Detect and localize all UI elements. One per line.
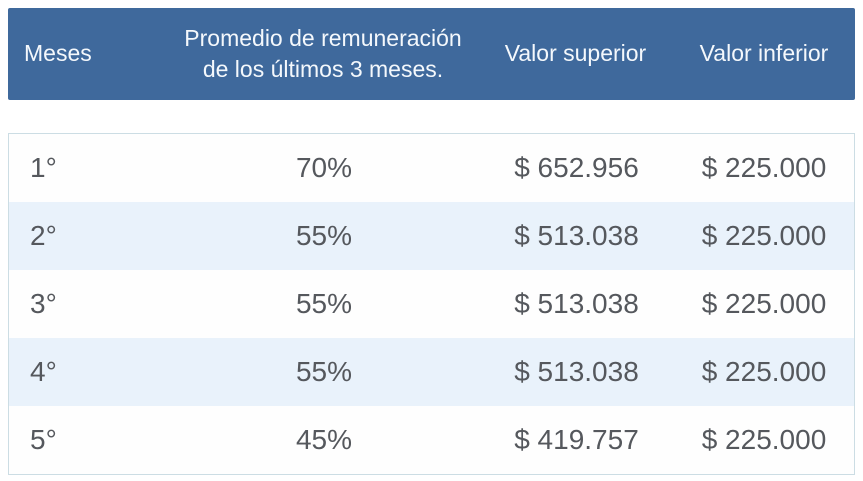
table-row-mes-2: 2° 55% $ 513.038 $ 225.000 — [9, 202, 854, 270]
header-valor-inferior: Valor inferior — [699, 40, 829, 67]
cell-valor-superior: $ 513.038 — [514, 220, 639, 251]
cell-valor-inferior: $ 225.000 — [701, 356, 827, 387]
cell-mes: 5° — [30, 424, 57, 455]
cell-mes: 3° — [30, 288, 57, 319]
header-promedio-line1: Promedio de remuneración — [184, 24, 462, 51]
cell-valor-inferior: $ 225.000 — [701, 220, 827, 251]
cell-valor-superior: $ 513.038 — [514, 288, 639, 319]
cell-valor-superior: $ 652.956 — [514, 152, 639, 183]
table-header-row: Meses Promedio de remuneración de los úl… — [8, 8, 855, 100]
cell-mes: 4° — [30, 356, 57, 387]
header-promedio: Promedio de remuneración de los últimos … — [168, 23, 478, 85]
cell-valor-superior: $ 513.038 — [514, 356, 639, 387]
table-row-mes-4: 4° 55% $ 513.038 $ 225.000 — [9, 338, 854, 406]
cell-valor-inferior: $ 225.000 — [701, 424, 827, 455]
cell-valor-inferior: $ 225.000 — [701, 288, 827, 319]
header-valor-superior: Valor superior — [504, 40, 647, 67]
cell-promedio: 55% — [295, 288, 353, 319]
cell-mes: 2° — [30, 220, 57, 251]
cell-promedio: 55% — [295, 356, 353, 387]
table-row-mes-5: 5° 45% $ 419.757 $ 225.000 — [9, 406, 854, 474]
header-meses: Meses — [24, 40, 92, 67]
table-body: 1° 70% $ 652.956 $ 225.000 2° 55% $ 513.… — [8, 133, 855, 475]
cell-promedio: 55% — [295, 220, 353, 251]
cell-promedio: 45% — [295, 424, 353, 455]
table-row-mes-3: 3° 55% $ 513.038 $ 225.000 — [9, 270, 854, 338]
header-promedio-line2: de los últimos 3 meses. — [202, 56, 444, 82]
table-row-mes-1: 1° 70% $ 652.956 $ 225.000 — [9, 134, 854, 202]
cell-valor-inferior: $ 225.000 — [701, 152, 827, 183]
cell-promedio: 70% — [295, 152, 353, 183]
cell-mes: 1° — [30, 152, 57, 183]
cell-valor-superior: $ 419.757 — [514, 424, 639, 455]
